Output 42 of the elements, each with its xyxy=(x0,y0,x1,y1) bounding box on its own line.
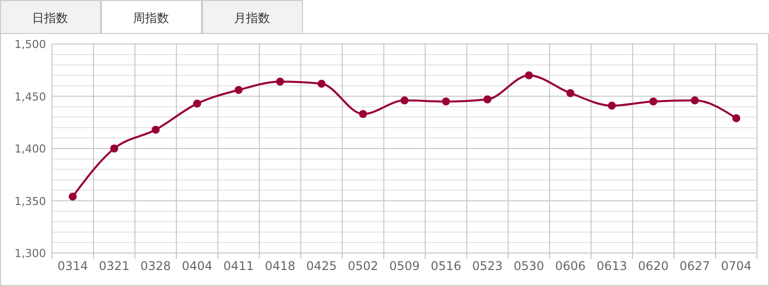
point xyxy=(234,86,243,94)
point xyxy=(68,192,77,201)
x-tick-label: 0314 xyxy=(57,259,88,273)
point xyxy=(566,89,574,98)
point xyxy=(359,110,368,118)
point xyxy=(524,71,533,80)
point xyxy=(152,126,160,134)
tab: 周指数 xyxy=(101,0,202,34)
x-tick-label: 0523 xyxy=(472,259,503,273)
y-tick-label: 1,450 xyxy=(14,90,46,104)
x-tick-label: 0530 xyxy=(514,259,544,273)
x-tick-label: 0411 xyxy=(223,259,254,273)
x-tick-label: 0509 xyxy=(389,259,420,273)
x-tick-label: 0404 xyxy=(182,259,212,273)
point xyxy=(318,80,326,88)
point xyxy=(193,100,202,108)
y-tick-label: 1,350 xyxy=(14,194,46,208)
tab: 月指数 xyxy=(202,0,303,34)
x-tick-label: 0425 xyxy=(306,259,337,273)
point xyxy=(400,96,408,104)
x-tick-label: 0704 xyxy=(720,259,752,273)
y-tick-label: 1,300 xyxy=(14,247,46,260)
tab: 日指数 xyxy=(0,0,101,34)
x-tick-label: 0328 xyxy=(140,259,171,273)
x-tick-label: 0502 xyxy=(348,259,378,273)
x-tick-label: 0627 xyxy=(680,259,710,273)
point xyxy=(649,97,658,106)
y-tick-label: 1,400 xyxy=(14,142,46,156)
point xyxy=(690,96,699,104)
x-tick-label: 0516 xyxy=(430,259,462,273)
x-tick-label: 0418 xyxy=(264,259,296,273)
point xyxy=(732,114,740,122)
point xyxy=(608,102,616,110)
point xyxy=(276,78,284,86)
point xyxy=(110,144,118,152)
point xyxy=(483,95,492,104)
y-tick-label: 1,500 xyxy=(14,38,46,51)
x-tick-label: 0620 xyxy=(638,259,669,273)
x-tick-label: 0613 xyxy=(596,259,628,273)
x-tick-label: 0606 xyxy=(555,259,586,273)
point xyxy=(442,97,450,106)
x-tick-label: 0321 xyxy=(98,259,130,273)
